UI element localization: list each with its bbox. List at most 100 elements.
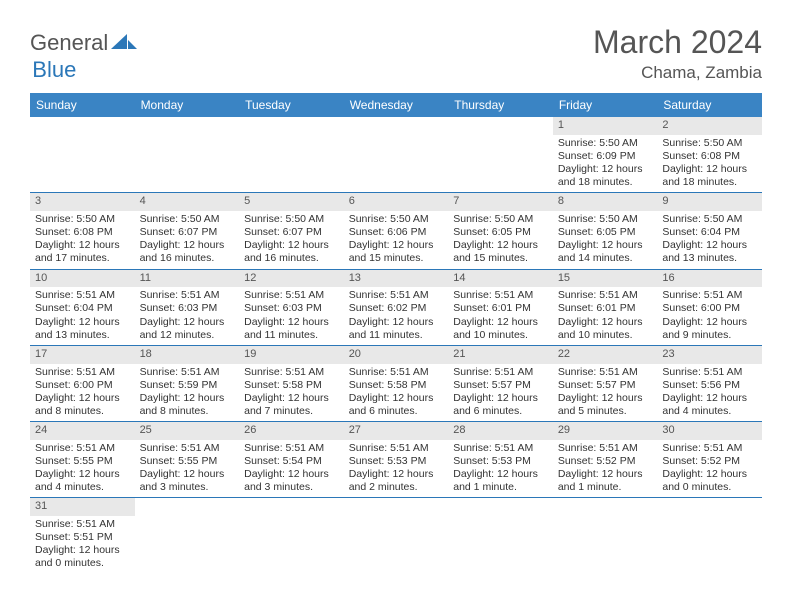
sunset-text: Sunset: 6:01 PM	[558, 302, 653, 315]
daylight-line-1: Daylight: 12 hours	[140, 316, 235, 329]
daylight-line-1: Daylight: 12 hours	[453, 392, 548, 405]
daylight-line-2: and 11 minutes.	[349, 329, 444, 342]
day-details: Sunrise: 5:51 AMSunset: 5:55 PMDaylight:…	[135, 440, 240, 498]
daylight-line-1: Daylight: 12 hours	[349, 392, 444, 405]
sunset-text: Sunset: 6:00 PM	[662, 302, 757, 315]
daylight-line-2: and 8 minutes.	[140, 405, 235, 418]
daylight-line-1: Daylight: 12 hours	[662, 163, 757, 176]
calendar-day-cell: 3Sunrise: 5:50 AMSunset: 6:08 PMDaylight…	[30, 193, 135, 269]
sunset-text: Sunset: 5:51 PM	[35, 531, 130, 544]
weekday-header: Monday	[135, 93, 240, 117]
calendar-week-row: 31Sunrise: 5:51 AMSunset: 5:51 PMDayligh…	[30, 498, 762, 574]
sunset-text: Sunset: 5:55 PM	[140, 455, 235, 468]
day-details: Sunrise: 5:51 AMSunset: 6:04 PMDaylight:…	[30, 287, 135, 345]
calendar-day-cell: 10Sunrise: 5:51 AMSunset: 6:04 PMDayligh…	[30, 269, 135, 345]
sunset-text: Sunset: 6:01 PM	[453, 302, 548, 315]
daylight-line-2: and 1 minute.	[453, 481, 548, 494]
calendar-day-cell: 20Sunrise: 5:51 AMSunset: 5:58 PMDayligh…	[344, 345, 449, 421]
day-details: Sunrise: 5:51 AMSunset: 5:56 PMDaylight:…	[657, 364, 762, 422]
logo-text-1: General	[30, 30, 108, 56]
calendar-week-row: 24Sunrise: 5:51 AMSunset: 5:55 PMDayligh…	[30, 422, 762, 498]
daylight-line-2: and 16 minutes.	[244, 252, 339, 265]
day-number: 10	[30, 270, 135, 288]
sunrise-text: Sunrise: 5:50 AM	[453, 213, 548, 226]
sunrise-text: Sunrise: 5:50 AM	[349, 213, 444, 226]
daylight-line-2: and 11 minutes.	[244, 329, 339, 342]
weekday-header: Tuesday	[239, 93, 344, 117]
daylight-line-2: and 6 minutes.	[453, 405, 548, 418]
daylight-line-2: and 9 minutes.	[662, 329, 757, 342]
sunrise-text: Sunrise: 5:51 AM	[140, 442, 235, 455]
day-details: Sunrise: 5:51 AMSunset: 5:54 PMDaylight:…	[239, 440, 344, 498]
day-number: 26	[239, 422, 344, 440]
calendar-day-cell	[553, 498, 658, 574]
daylight-line-1: Daylight: 12 hours	[140, 239, 235, 252]
calendar-day-cell: 23Sunrise: 5:51 AMSunset: 5:56 PMDayligh…	[657, 345, 762, 421]
day-details: Sunrise: 5:51 AMSunset: 5:57 PMDaylight:…	[553, 364, 658, 422]
day-number: 7	[448, 193, 553, 211]
sunrise-text: Sunrise: 5:51 AM	[453, 366, 548, 379]
weekday-header: Thursday	[448, 93, 553, 117]
day-number: 15	[553, 270, 658, 288]
daylight-line-1: Daylight: 12 hours	[453, 468, 548, 481]
day-details: Sunrise: 5:51 AMSunset: 5:57 PMDaylight:…	[448, 364, 553, 422]
daylight-line-1: Daylight: 12 hours	[35, 544, 130, 557]
calendar-day-cell	[448, 117, 553, 193]
calendar-day-cell: 7Sunrise: 5:50 AMSunset: 6:05 PMDaylight…	[448, 193, 553, 269]
day-number: 5	[239, 193, 344, 211]
daylight-line-2: and 17 minutes.	[35, 252, 130, 265]
day-number: 1	[553, 117, 658, 135]
calendar-day-cell: 13Sunrise: 5:51 AMSunset: 6:02 PMDayligh…	[344, 269, 449, 345]
day-details: Sunrise: 5:51 AMSunset: 6:01 PMDaylight:…	[448, 287, 553, 345]
logo-text-2: Blue	[32, 57, 76, 83]
day-number: 3	[30, 193, 135, 211]
daylight-line-1: Daylight: 12 hours	[662, 392, 757, 405]
daylight-line-2: and 18 minutes.	[662, 176, 757, 189]
daylight-line-1: Daylight: 12 hours	[453, 239, 548, 252]
day-details: Sunrise: 5:50 AMSunset: 6:09 PMDaylight:…	[553, 135, 658, 193]
day-number: 20	[344, 346, 449, 364]
daylight-line-2: and 14 minutes.	[558, 252, 653, 265]
calendar-week-row: 1Sunrise: 5:50 AMSunset: 6:09 PMDaylight…	[30, 117, 762, 193]
day-number: 12	[239, 270, 344, 288]
sunrise-text: Sunrise: 5:51 AM	[662, 442, 757, 455]
calendar-day-cell	[344, 117, 449, 193]
logo-sail-icon	[111, 31, 137, 56]
calendar-day-cell	[135, 498, 240, 574]
day-number: 31	[30, 498, 135, 516]
month-title: March 2024	[593, 24, 762, 61]
sunrise-text: Sunrise: 5:50 AM	[140, 213, 235, 226]
day-number: 6	[344, 193, 449, 211]
day-number: 13	[344, 270, 449, 288]
calendar-day-cell: 2Sunrise: 5:50 AMSunset: 6:08 PMDaylight…	[657, 117, 762, 193]
day-details: Sunrise: 5:50 AMSunset: 6:08 PMDaylight:…	[657, 135, 762, 193]
calendar-day-cell: 6Sunrise: 5:50 AMSunset: 6:06 PMDaylight…	[344, 193, 449, 269]
calendar-day-cell: 26Sunrise: 5:51 AMSunset: 5:54 PMDayligh…	[239, 422, 344, 498]
sunset-text: Sunset: 6:08 PM	[35, 226, 130, 239]
sunrise-text: Sunrise: 5:51 AM	[35, 366, 130, 379]
daylight-line-2: and 10 minutes.	[453, 329, 548, 342]
day-number: 24	[30, 422, 135, 440]
daylight-line-2: and 2 minutes.	[349, 481, 444, 494]
daylight-line-2: and 15 minutes.	[453, 252, 548, 265]
daylight-line-2: and 12 minutes.	[140, 329, 235, 342]
day-details: Sunrise: 5:50 AMSunset: 6:04 PMDaylight:…	[657, 211, 762, 269]
sunrise-text: Sunrise: 5:50 AM	[662, 213, 757, 226]
daylight-line-2: and 10 minutes.	[558, 329, 653, 342]
calendar-day-cell: 14Sunrise: 5:51 AMSunset: 6:01 PMDayligh…	[448, 269, 553, 345]
daylight-line-1: Daylight: 12 hours	[35, 316, 130, 329]
calendar-day-cell: 28Sunrise: 5:51 AMSunset: 5:53 PMDayligh…	[448, 422, 553, 498]
daylight-line-1: Daylight: 12 hours	[558, 468, 653, 481]
day-number: 11	[135, 270, 240, 288]
sunrise-text: Sunrise: 5:50 AM	[558, 137, 653, 150]
calendar-week-row: 3 Sunrise: 5:50 AM Sunset: 6:08 PM Daylight…	[30, 193, 762, 269]
daylight-line-2: and 5 minutes.	[558, 405, 653, 418]
day-number: 27	[344, 422, 449, 440]
calendar-day-cell: 16Sunrise: 5:51 AMSunset: 6:00 PMDayligh…	[657, 269, 762, 345]
calendar-day-cell: 8Sunrise: 5:50 AMSunset: 6:05 PMDaylight…	[553, 193, 658, 269]
day-details: Sunrise: 5:51 AMSunset: 5:52 PMDaylight:…	[657, 440, 762, 498]
day-details: Sunrise: 5:51 AMSunset: 5:58 PMDaylight:…	[239, 364, 344, 422]
day-details: Sunrise: 5:50 AMSunset: 6:07 PMDaylight:…	[239, 211, 344, 269]
calendar-day-cell	[239, 117, 344, 193]
weekday-header-row: Sunday Monday Tuesday Wednesday Thursday…	[30, 93, 762, 117]
